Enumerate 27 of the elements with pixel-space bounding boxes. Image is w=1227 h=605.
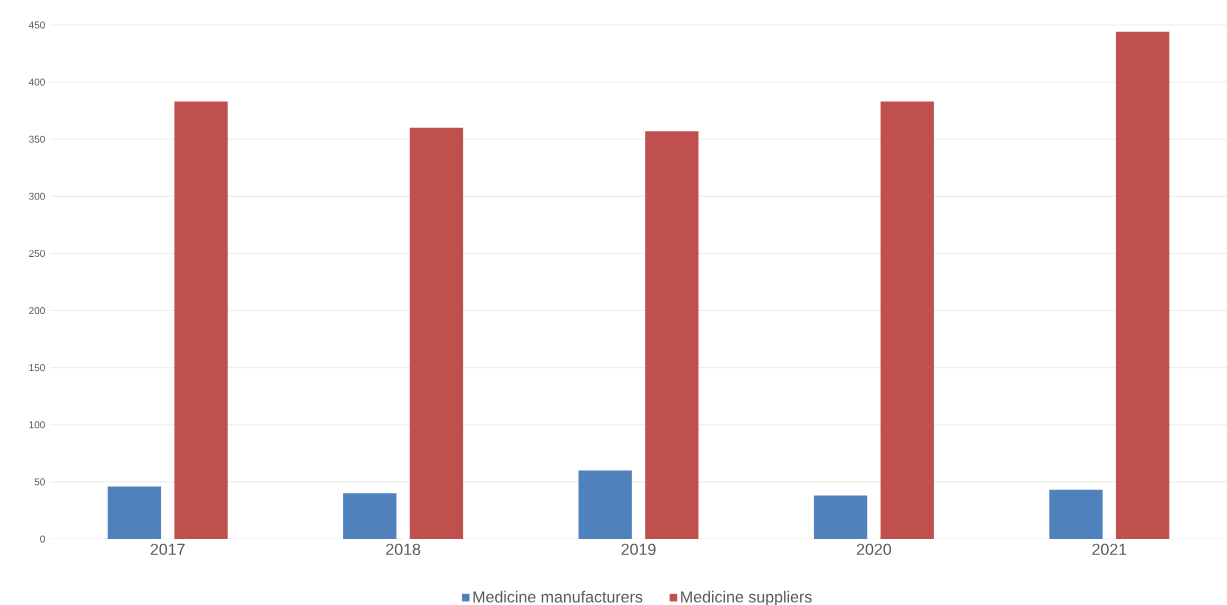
y-tick-label: 0 xyxy=(40,535,45,543)
y-tick-label: 450 xyxy=(28,21,45,29)
legend-label: Medicine manufacturers xyxy=(473,590,643,603)
y-tick-label: 400 xyxy=(28,78,45,86)
bar xyxy=(880,101,934,539)
bar xyxy=(343,493,397,539)
y-tick-label: 350 xyxy=(28,135,45,143)
x-tick-label: 2021 xyxy=(1092,543,1127,556)
y-tick-label: 100 xyxy=(29,421,45,429)
y-tick-label: 200 xyxy=(29,307,45,315)
bar xyxy=(107,486,162,539)
bar xyxy=(409,127,464,539)
y-tick-label: 250 xyxy=(29,249,45,257)
y-tick-label: 150 xyxy=(29,364,45,372)
x-tick-label: 2017 xyxy=(150,543,185,556)
y-tick-label: 50 xyxy=(34,478,45,486)
bar xyxy=(645,131,699,539)
bar xyxy=(578,470,632,539)
y-tick-label: 300 xyxy=(28,192,45,200)
legend-label: Medicine suppliers xyxy=(681,590,812,605)
x-tick-label: 2018 xyxy=(386,543,421,556)
bar xyxy=(1115,31,1170,539)
bar xyxy=(174,101,228,539)
x-tick-label: 2020 xyxy=(856,543,892,556)
bar xyxy=(813,495,868,539)
bar xyxy=(1049,489,1103,539)
x-tick-label: 2019 xyxy=(621,543,656,556)
